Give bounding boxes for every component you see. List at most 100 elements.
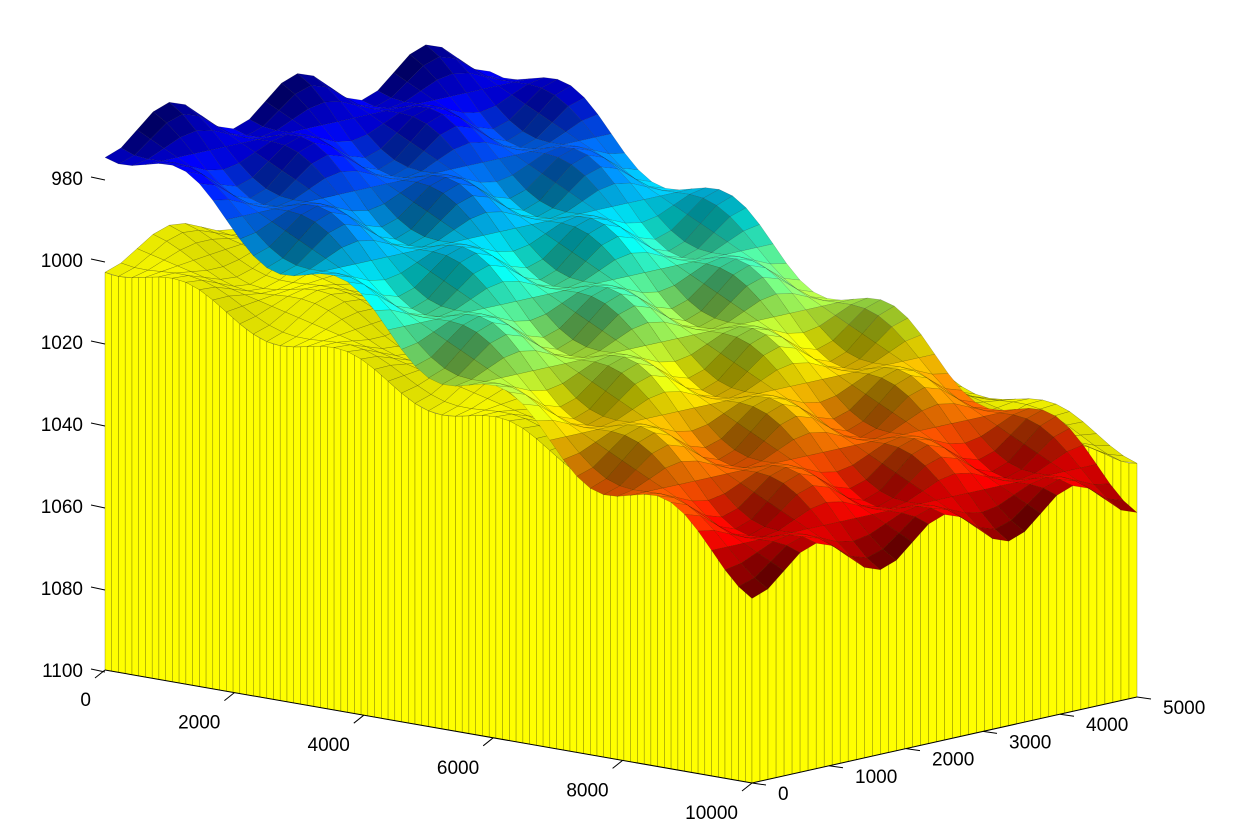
block-front-strip [691, 501, 699, 774]
surface-cell [786, 536, 817, 554]
block-front-strip [569, 467, 577, 753]
block-front-strip [307, 346, 315, 707]
block-front-strip [205, 294, 213, 689]
block-front-strip [354, 354, 362, 715]
block-front-strip [313, 346, 321, 708]
block-front-strip [273, 343, 281, 701]
surface-cell [738, 577, 769, 599]
block-front-strip [441, 414, 449, 731]
y-tick-label: 5000 [1163, 698, 1205, 719]
surface-cell [802, 536, 833, 546]
x-tick [741, 782, 753, 792]
z-tick-label: 1020 [41, 333, 83, 354]
y-tick [1059, 713, 1075, 717]
block-front-strip [482, 415, 490, 738]
block-front-strip [556, 456, 564, 751]
block-front-strip [576, 472, 584, 754]
z-tick [90, 586, 106, 591]
block-front-strip [367, 363, 375, 718]
y-tick [982, 730, 998, 734]
surface-cell [1027, 487, 1058, 514]
block-front-strip [232, 317, 240, 694]
block-front-strip [104, 272, 112, 672]
block-front-strip [286, 346, 294, 704]
colored-surface [104, 44, 1138, 599]
block-front-strip [617, 485, 625, 761]
block-front-strip [428, 410, 436, 728]
block-front-strip [381, 374, 389, 720]
block-front-strip [704, 513, 712, 777]
block-front-strip [462, 415, 470, 734]
y-axis-line [751, 696, 1138, 784]
z-tick [90, 504, 106, 509]
block-front-strip [138, 277, 146, 678]
y-tick-label: 2000 [932, 750, 974, 771]
block-side-strip [1128, 462, 1138, 699]
block-front-strip [165, 277, 173, 682]
block-front-strip [637, 484, 645, 765]
block-front-strip [623, 484, 631, 762]
block-front-strip [697, 507, 705, 775]
x-tick-label: 4000 [308, 735, 350, 756]
x-tick-label: 8000 [566, 780, 608, 801]
x-tick-label: 2000 [178, 713, 220, 734]
block-front-strip [664, 487, 672, 770]
y-tick [751, 782, 767, 786]
block-front-strip [657, 485, 665, 768]
block-front-strip [131, 277, 139, 677]
block-front-strip [630, 484, 638, 764]
block-front-strip [603, 484, 611, 759]
surface-cell [1010, 504, 1042, 532]
block-front-strip [650, 484, 658, 767]
block-front-strip [172, 278, 180, 684]
block-front-strip [684, 497, 692, 773]
block-front-strip [435, 413, 443, 730]
x-tick-label: 10000 [685, 803, 738, 824]
y-tick-label: 0 [778, 784, 789, 805]
block-front-strip [192, 285, 200, 687]
z-tick-label: 980 [51, 169, 83, 190]
block-front-strip [489, 415, 497, 739]
block-front-strip [542, 444, 550, 748]
z-tick-label: 1100 [42, 661, 83, 682]
block-front-strip [408, 398, 416, 725]
block-front-strip [239, 323, 247, 695]
z-tick-label: 1040 [41, 415, 83, 436]
block-front-strip [266, 341, 274, 700]
block-front-strip [495, 416, 503, 740]
block-front-strip [374, 368, 382, 719]
block-front-strip [563, 462, 571, 752]
x-tick [224, 692, 235, 701]
block-side-strip [1120, 460, 1130, 701]
x-tick-label: 6000 [437, 758, 479, 779]
z-tick [90, 258, 106, 263]
block-front-strip [118, 276, 126, 674]
block-front-strip [125, 277, 133, 675]
block-front-strip [515, 423, 524, 744]
block-front-strip [401, 392, 409, 724]
block-front-strip [360, 358, 368, 717]
z-tick [90, 422, 106, 427]
block-front-strip [253, 333, 261, 698]
x-tick-label: 0 [80, 690, 91, 711]
block-front-strip [414, 403, 422, 726]
block-front-strip [246, 329, 254, 697]
y-tick-label: 4000 [1086, 715, 1128, 736]
block-front-strip [219, 305, 227, 692]
surface-cell [1091, 489, 1122, 511]
y-tick [905, 748, 921, 752]
block-front-strip [199, 289, 207, 688]
surface-cell [866, 548, 897, 571]
y-tick-label: 1000 [855, 767, 897, 788]
block-front-strip [549, 450, 557, 750]
block-front-strip [226, 311, 234, 693]
x-axis-line [104, 669, 753, 784]
block-front-strip [340, 348, 348, 713]
block-front-strip [212, 299, 220, 691]
block-front-strip [475, 415, 483, 737]
block-front-strip [158, 276, 166, 681]
block-front-strip [509, 420, 517, 742]
block-front-strip [455, 415, 463, 733]
block-front-strip [178, 279, 187, 685]
block-front-strip [583, 476, 591, 755]
